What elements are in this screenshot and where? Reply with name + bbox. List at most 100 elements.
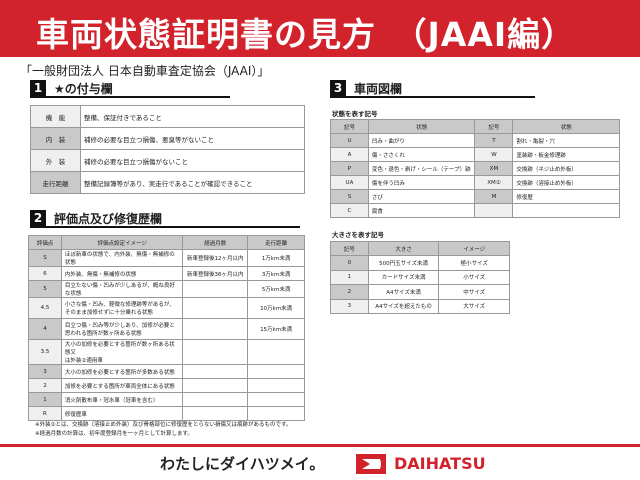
table-cell: 機 能 — [30, 105, 81, 128]
size-label: 大きさを表す記号 — [332, 231, 384, 239]
table-cell: ほぼ新車の状態で、内外装、無傷・無補修の状態 — [60, 249, 184, 267]
table-cell: 新車登録後36ヶ月以内 — [182, 266, 249, 281]
table-cell: S — [28, 249, 62, 267]
table-cell: 大小の加修を必要とする箇所が多数ある状態 — [60, 364, 184, 379]
table-cell: 1 — [330, 269, 369, 285]
table-cell: R — [28, 406, 62, 421]
section-title: 評価点及び修復歴欄 — [54, 211, 163, 226]
table-cell: 交換跡（溶接止め外板） — [512, 175, 620, 190]
section-title: 車両図欄 — [354, 81, 403, 96]
page-title: 車両状態証明書の見方 （JAAI編） — [36, 15, 576, 54]
table-cell: 消火剤散布車・冠水車（冠車を含む） — [60, 392, 184, 407]
table-row: U 凹み・曲がり T 割れ・亀裂・穴 — [330, 133, 620, 148]
table-cell — [182, 378, 249, 393]
table-cell: 15万km未満 — [247, 318, 305, 340]
table-cell: 補修の必要な目立つ損傷がないこと — [80, 149, 305, 172]
table-cell: M — [474, 189, 514, 204]
table-cell: 3 — [28, 364, 62, 379]
table-row: R 修復歴車 — [28, 406, 305, 421]
condition-table: 記号 状態 記号 状態 U 凹み・曲がり T 割れ・亀裂・穴 A 傷・ささくれ W 塗装跡・板金修理跡… — [330, 119, 620, 218]
table-cell: 変色・退色・剥げ・シール（テープ）跡 — [367, 161, 476, 176]
table-row: P 変色・退色・剥げ・シール（テープ）跡 XM 交換跡（ネジ止め外板） — [330, 161, 620, 176]
table-cell — [247, 339, 305, 365]
table-row: 4 目立つ傷・凹み等が少しあり、加修が必要と 思われる箇所が数ヶ所ある状態 15万k… — [28, 318, 305, 340]
divider — [0, 444, 640, 447]
table-cell: 交換跡（ネジ止め外板） — [512, 161, 620, 176]
column-header: 記号 — [474, 119, 514, 134]
table-row: C 腐食 — [330, 203, 620, 218]
table-cell: 1 — [28, 392, 62, 407]
table-row: A 傷・ささくれ W 塗装跡・板金修理跡 — [330, 147, 620, 162]
organization-name: 「一般財団法人 日本自動車査定協会（JAAI）」 — [20, 64, 270, 78]
table-cell: 2 — [28, 378, 62, 393]
table-cell: XM — [474, 161, 514, 176]
table-row: 5 目立たない傷・凹みが少しあるが、概ね良好な状態 5万km未満 — [28, 280, 305, 298]
table-cell: 内 装 — [30, 127, 81, 150]
table-cell — [474, 203, 514, 218]
table-row: 6 内外装、無傷・無補修の状態 新車登録後36ヶ月以内 3万km未満 — [28, 266, 305, 281]
table-cell: A4サイズ未満 — [367, 284, 440, 300]
table-cell: 加修を必要とする箇所が車両全体にある状態 — [60, 378, 184, 393]
column-header: 状態 — [367, 119, 476, 134]
table-cell: 凹み・曲がり — [367, 133, 476, 148]
table-cell: 10万km未満 — [247, 297, 305, 319]
table-cell — [182, 318, 249, 340]
column-header: 評価点設定イメージ — [60, 235, 184, 250]
table-cell — [182, 406, 249, 421]
score-table: 評価点 評価点設定イメージ 経過月数 走行距離 S ほぼ新車の状態で、内外装、無傷・無補修… — [28, 235, 305, 421]
table-cell — [247, 406, 305, 421]
table-cell: XM② — [474, 175, 514, 190]
table-cell: 修復歴 — [512, 189, 620, 204]
table-cell: 大サイズ — [438, 298, 510, 314]
table-cell: 目立たない傷・凹みが少しあるが、概ね良好な状態 — [60, 280, 184, 298]
table-cell — [512, 203, 620, 218]
table-cell: 整備、保証付きであること — [80, 105, 305, 128]
table-cell: 0 — [330, 255, 369, 271]
table-cell: UA — [330, 175, 369, 190]
table-cell: W — [474, 147, 514, 162]
table-row: 1 消火剤散布車・冠水車（冠車を含む） — [28, 392, 305, 407]
table-cell: 傷・ささくれ — [367, 147, 476, 162]
section-1-heading: 1 ★の付与欄 — [30, 80, 230, 98]
table-row: 3 A4サイズを超えたもの 大サイズ — [330, 298, 510, 314]
table-cell: 5 — [28, 280, 62, 298]
table-cell: さび — [367, 189, 476, 204]
section-number: 1 — [30, 80, 46, 96]
table-cell: 目立つ傷・凹み等が少しあり、加修が必要と 思われる箇所が数ヶ所ある状態 — [60, 318, 184, 340]
table-row: 機 能整備、保証付きであること — [30, 105, 305, 128]
table-cell: 3.5 — [28, 339, 62, 365]
table-row: 1 カードサイズ未満 小サイズ — [330, 269, 510, 285]
table-row: UA 傷を伴う凹み XM② 交換跡（溶接止め外板） — [330, 175, 620, 190]
table-cell: T — [474, 133, 514, 148]
section-number: 2 — [30, 210, 46, 226]
table-row: S さび M 修復歴 — [330, 189, 620, 204]
table-cell: C — [330, 203, 369, 218]
brand-name: DAIHATSU — [394, 454, 486, 473]
table-cell: 1万km未満 — [247, 249, 305, 267]
table-cell: 6 — [28, 266, 62, 281]
table-cell: 補修の必要な目立つ損傷、悪臭等がないこと — [80, 127, 305, 150]
table-cell: 3万km未満 — [247, 266, 305, 281]
table-cell: 5万km未満 — [247, 280, 305, 298]
table-cell: カードサイズ未満 — [367, 269, 440, 285]
table-cell: 小サイズ — [438, 269, 510, 285]
slogan-logo: わたしにダイハツメイ。 — [160, 455, 325, 473]
table-cell: 外 装 — [30, 149, 81, 172]
table-cell: A4サイズを超えたもの — [367, 298, 440, 314]
column-header: 大きさ — [367, 241, 440, 256]
note-2: ※経過月数の計算は、初年度登録月を一ヶ月として計算します。 — [35, 431, 193, 437]
table-row: 2 A4サイズ未満 中サイズ — [330, 284, 510, 300]
column-header: 走行距離 — [247, 235, 305, 250]
table-cell — [247, 364, 305, 379]
table-cell — [182, 297, 249, 319]
table-cell: U — [330, 133, 369, 148]
table-cell: 修復歴車 — [60, 406, 184, 421]
column-header: 経過月数 — [182, 235, 249, 250]
note-1: ※外装②とは、交換跡（溶接止め外装）及び骨格部位に修復歴をとらない損傷又は痕跡が… — [35, 422, 292, 428]
table-cell — [182, 280, 249, 298]
daihatsu-logo-icon — [356, 454, 386, 474]
size-table: 記号 大きさ イメージ 0 500円玉サイズ未満 極小サイズ 1 カードサイズ未満 小サイズ 2 A… — [330, 241, 510, 314]
table-cell: 大小の加修を必要とする箇所が数ヶ所ある状態又 は外装②適用車 — [60, 339, 184, 365]
section-3-heading: 3 車両図欄 — [330, 80, 535, 98]
table-row: 3 大小の加修を必要とする箇所が多数ある状態 — [28, 364, 305, 379]
